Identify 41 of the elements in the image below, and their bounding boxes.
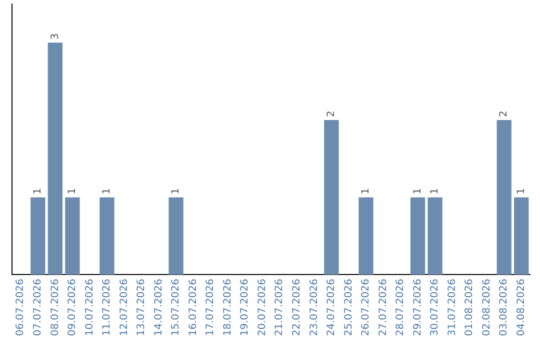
x-tick-label: 27.07.2026 xyxy=(378,278,389,336)
x-tick-label: 26.07.2026 xyxy=(360,278,372,336)
x-tick-label: 23.07.2026 xyxy=(308,278,320,336)
x-tick-label: 04.08.2026 xyxy=(516,278,527,336)
x-tick-label: 30.07.2026 xyxy=(430,278,441,336)
x-tick-label: 08.07.2026 xyxy=(50,278,61,336)
data-label: 1 xyxy=(412,188,424,194)
x-tick-label: 22.07.2026 xyxy=(291,278,302,336)
x-tick-label: 18.07.2026 xyxy=(222,278,234,336)
x-tick-label: 31.07.2026 xyxy=(446,278,458,336)
data-label: 1 xyxy=(102,188,113,194)
x-tick-label: 21.07.2026 xyxy=(274,278,286,336)
x-tick-label: 24.07.2026 xyxy=(326,278,338,336)
x-tick-label: 06.07.2026 xyxy=(15,278,26,336)
x-tick-label: 19.07.2026 xyxy=(240,278,251,336)
x-tick-label: 01.08.2026 xyxy=(464,278,476,336)
x-tick-label: 29.07.2026 xyxy=(412,278,424,336)
x-tick-label: 17.07.2026 xyxy=(205,278,216,336)
data-label: 1 xyxy=(360,188,372,194)
x-tick-label: 07.07.2026 xyxy=(32,278,44,336)
data-label: 1 xyxy=(430,188,441,194)
x-tick-label: 28.07.2026 xyxy=(395,278,406,336)
x-tick-label: 11.07.2026 xyxy=(102,278,113,336)
x-tick-label: 02.08.2026 xyxy=(481,278,492,336)
x-tick-label: 15.07.2026 xyxy=(170,278,182,336)
data-label: 1 xyxy=(516,188,527,194)
data-label: 1 xyxy=(67,188,78,194)
data-label: 1 xyxy=(32,188,44,194)
data-label: 3 xyxy=(50,33,61,40)
x-tick-label: 13.07.2026 xyxy=(136,278,148,336)
x-tick-label: 16.07.2026 xyxy=(188,278,199,336)
x-tick-label: 03.08.2026 xyxy=(498,278,510,336)
x-tick-label: 25.07.2026 xyxy=(343,278,354,336)
x-tick-label: 09.07.2026 xyxy=(67,278,78,336)
data-label: 1 xyxy=(170,188,182,194)
x-tick-label: 14.07.2026 xyxy=(153,278,164,336)
x-tick-label: 10.07.2026 xyxy=(84,278,96,336)
x-tick-label: 20.07.2026 xyxy=(256,278,268,336)
x-tick-label: 12.07.2026 xyxy=(118,278,130,336)
data-label: 2 xyxy=(498,110,510,118)
data-label: 2 xyxy=(326,110,338,118)
